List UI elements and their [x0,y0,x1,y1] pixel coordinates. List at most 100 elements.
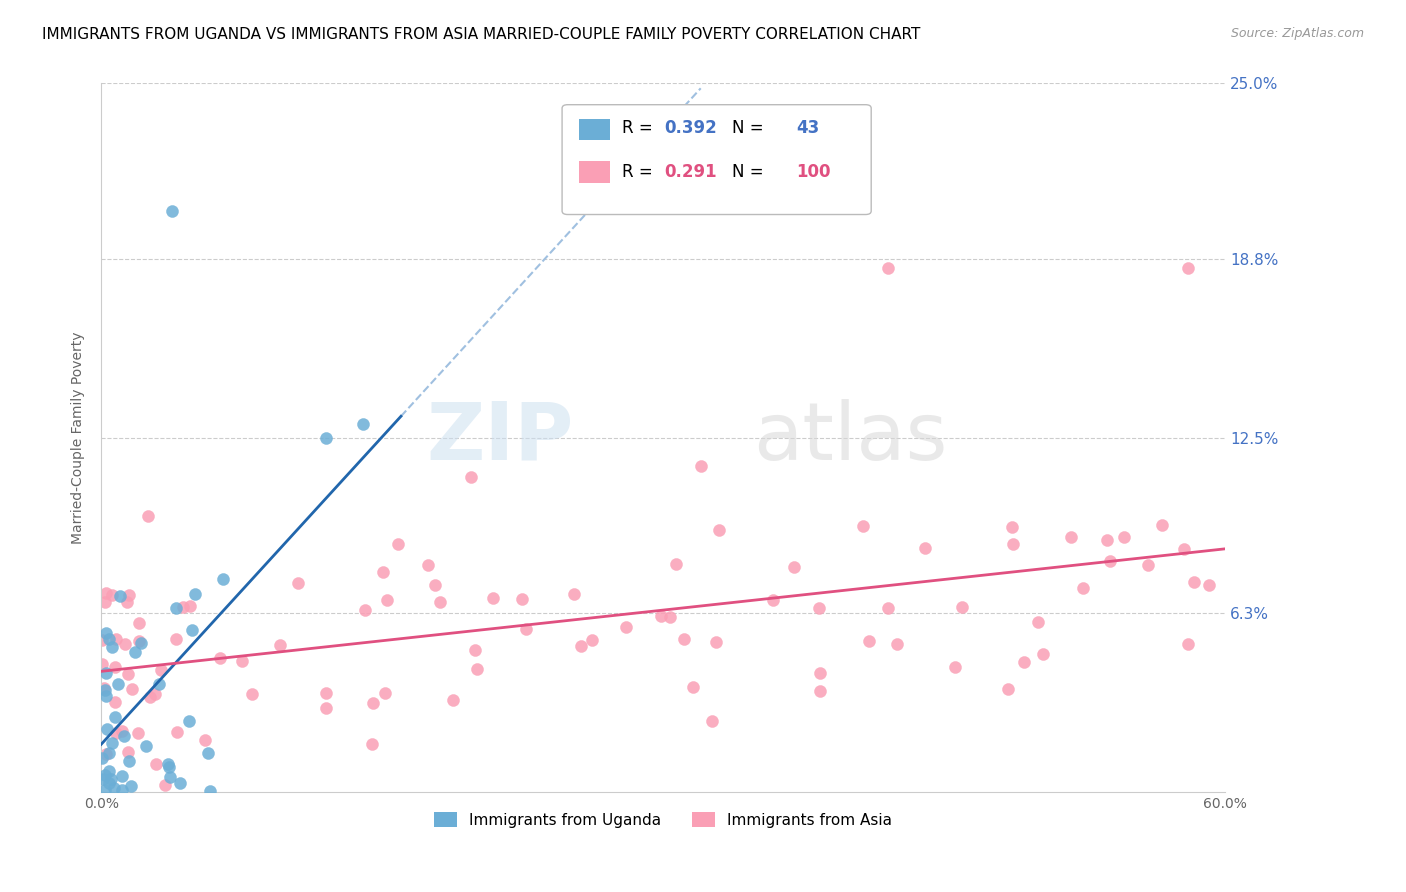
Point [120,780,142,794]
Text: 0.291: 0.291 [665,163,717,181]
Point [157,760,180,774]
Y-axis label: Married-Couple Family Poverty: Married-Couple Family Poverty [72,332,86,544]
Text: 100: 100 [796,163,831,181]
Point [441,693,464,707]
Point [1071,581,1094,595]
Point [143,687,166,701]
Text: IMMIGRANTS FROM UGANDA VS IMMIGRANTS FROM ASIA MARRIED-COUPLE FAMILY POVERTY COR: IMMIGRANTS FROM UGANDA VS IMMIGRANTS FRO… [42,27,921,42]
Point [118,754,141,768]
Point [877,260,900,275]
Point [242,687,264,701]
Point [1177,637,1199,651]
Point [103,780,125,795]
Point [377,593,399,607]
Point [104,695,127,709]
Point [807,601,830,615]
Point [104,659,127,673]
Point [111,723,134,738]
Point [104,710,127,724]
Point [114,637,136,651]
Point [93,681,115,696]
Point [90,751,112,765]
Point [97,775,120,789]
Point [1026,615,1049,629]
Point [124,645,146,659]
Point [1099,554,1122,568]
Point [101,588,124,602]
Point [664,558,686,572]
Point [96,722,118,736]
Point [156,757,179,772]
Point [808,683,831,698]
Point [914,541,936,556]
Point [614,620,637,634]
Point [104,725,127,739]
Point [1001,520,1024,534]
Point [128,633,150,648]
Point [950,599,973,614]
Point [1032,647,1054,661]
Point [94,595,117,609]
Point [353,417,375,431]
Point [100,772,122,786]
Point [808,665,831,680]
Point [423,578,446,592]
Point [153,778,176,792]
Point [115,595,138,609]
Point [105,632,128,646]
Point [315,701,337,715]
Point [121,681,143,696]
Point [100,736,122,750]
Point [135,739,157,753]
Point [94,665,117,680]
Point [429,595,451,609]
Point [858,633,880,648]
Text: 43: 43 [796,119,820,137]
Point [165,632,187,646]
Point [1002,537,1025,551]
Point [91,772,114,787]
Point [482,591,505,605]
Point [172,599,194,614]
Point [94,783,117,797]
Point [179,714,201,729]
Point [1095,533,1118,548]
Point [162,204,184,219]
Point [194,733,217,747]
Point [269,638,291,652]
Point [118,588,141,602]
Point [159,770,181,784]
Point [165,600,187,615]
Point [98,764,121,778]
Point [460,470,482,484]
Point [91,632,114,647]
Point [673,632,696,646]
Text: ZIP: ZIP [426,399,574,476]
Point [569,640,592,654]
Point [94,747,117,762]
Point [184,586,207,600]
Point [179,599,201,613]
Text: 0.392: 0.392 [665,119,717,137]
Point [1112,530,1135,544]
Point [371,565,394,579]
Point [96,625,118,640]
Point [515,622,537,636]
Point [1182,574,1205,589]
Point [877,601,900,615]
Point [361,737,384,751]
Point [127,725,149,739]
Point [97,632,120,646]
Point [139,690,162,704]
Point [94,682,117,697]
Point [704,635,727,649]
Point [650,609,672,624]
Text: N =: N = [731,119,769,137]
Text: R =: R = [621,119,658,137]
Point [581,632,603,647]
Point [1198,578,1220,592]
FancyBboxPatch shape [579,161,610,183]
Point [1152,518,1174,533]
Point [93,768,115,782]
Point [465,662,488,676]
